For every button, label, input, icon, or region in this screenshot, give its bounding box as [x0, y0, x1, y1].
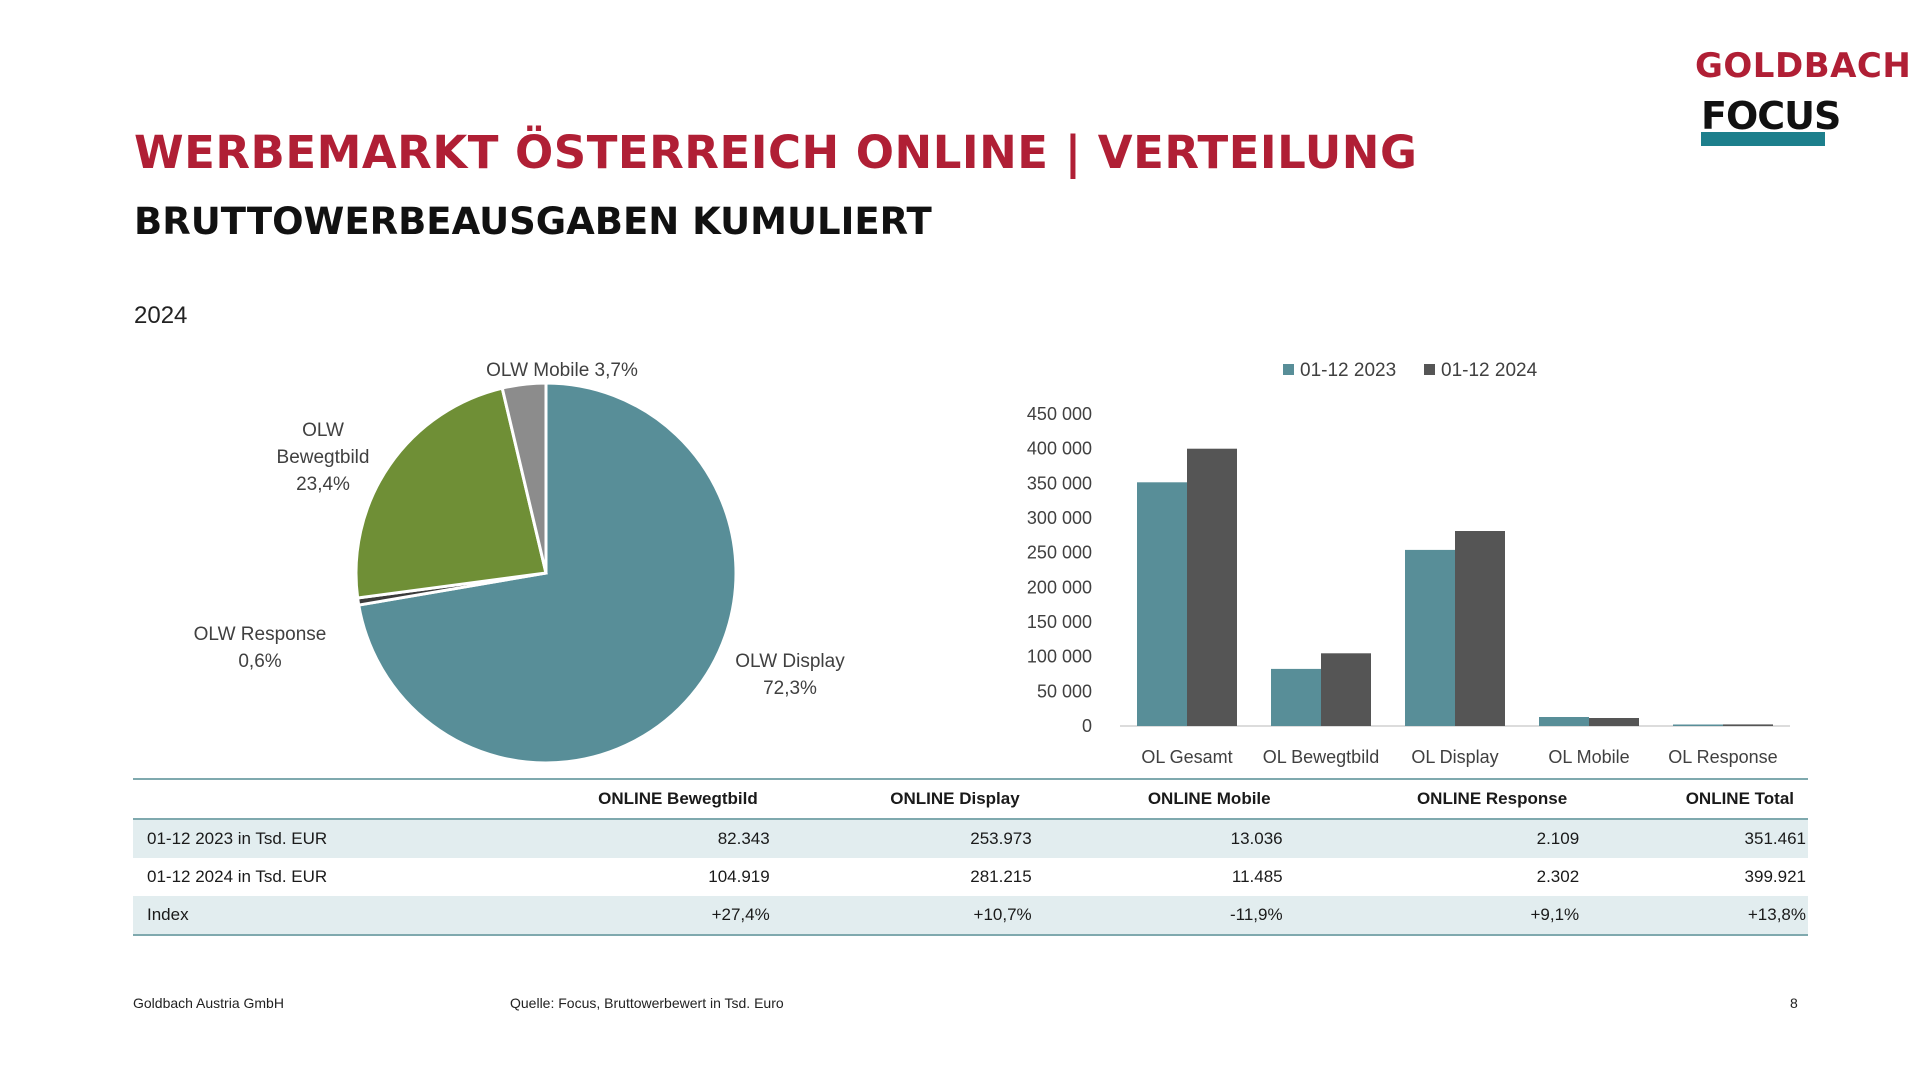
table-header-cell: ONLINE Bewegtbild — [459, 778, 772, 820]
table-cell: 01-12 2023 in Tsd. EUR — [133, 819, 460, 858]
pie-label: OLW Mobile 3,7% — [486, 360, 638, 381]
y-tick-label: 150 000 — [1027, 612, 1092, 632]
table-cell: Index — [133, 896, 460, 936]
y-tick-label: 50 000 — [1037, 681, 1092, 701]
footer-source: Quelle: Focus, Bruttowerbewert in Tsd. E… — [510, 995, 784, 1011]
goldbach-wordmark: GOLDBACH — [1695, 46, 1912, 86]
pie-label: OLW Bewegtbild 23,4% — [277, 420, 370, 495]
table-row: 01-12 2024 in Tsd. EUR 104.919 281.215 1… — [133, 858, 1808, 896]
bar — [1137, 482, 1187, 726]
x-tick-label: OL Mobile — [1548, 747, 1629, 767]
y-tick-label: 400 000 — [1027, 439, 1092, 459]
table-cell: 01-12 2024 in Tsd. EUR — [147, 867, 328, 886]
table-cell: 82.343 — [459, 819, 772, 858]
table-row: 01-12 2023 in Tsd. EUR 82.343 253.973 13… — [133, 819, 1808, 858]
table-cell: 2.302 — [1536, 867, 1580, 886]
table-cell: 11.485 — [1231, 867, 1283, 886]
x-tick-label: OL Display — [1411, 747, 1498, 767]
table-header-cell: ONLINE Response — [1284, 778, 1582, 820]
bar — [1187, 448, 1237, 726]
table-header-cell: ONLINE Total — [1581, 778, 1808, 820]
bar — [1589, 718, 1639, 726]
table-cell: +27,4% — [459, 896, 772, 936]
pie-chart: OLW Display 72,3% OLW Response 0,6% OLW Beweg… — [194, 360, 845, 765]
x-tick-label: OL Gesamt — [1141, 747, 1232, 767]
bar — [1321, 653, 1371, 726]
goldbach-focus-logo: GOLDBACH FOCUS — [1695, 46, 1912, 156]
bar — [1723, 724, 1773, 726]
table-row: Index +27,4% +10,7% -11,9% +9,1% +13,8% — [133, 896, 1808, 936]
legend-label: 01-12 2023 — [1300, 360, 1396, 381]
table-cell: 2.109 — [1284, 819, 1582, 858]
y-tick-label: 250 000 — [1027, 543, 1092, 563]
table-cell: 351.461 — [1581, 819, 1808, 858]
pie-slice-olw-mobile — [500, 381, 548, 574]
table-cell: +10,7% — [771, 896, 1034, 936]
bar-chart: 0 50 000 100 000 150 000 200 000 250 000 300 0… — [1027, 360, 1790, 767]
table-cell: 104.919 — [708, 867, 770, 886]
table-header-cell: ONLINE Mobile — [1033, 778, 1285, 820]
x-tick-label: OL Bewegtbild — [1263, 747, 1379, 767]
focus-logo-bar — [1701, 132, 1825, 146]
table-cell: 13.036 — [1033, 819, 1285, 858]
focus-logo-icon: FOCUS — [1701, 94, 1841, 150]
table-cell: +13,8% — [1581, 896, 1808, 936]
table-cell: -11,9% — [1033, 896, 1285, 936]
data-table: ONLINE Bewegtbild ONLINE Display ONLINE … — [133, 778, 1808, 936]
y-tick-label: 300 000 — [1027, 508, 1092, 528]
y-tick-label: 0 — [1082, 716, 1092, 736]
pie-label: OLW Display 72,3% — [735, 651, 845, 699]
table-cell: 399.921 — [1744, 867, 1806, 886]
bar — [1271, 668, 1321, 726]
table-cell: 281.215 — [970, 867, 1032, 886]
legend-label: 01-12 2024 — [1441, 360, 1538, 381]
bar — [1539, 717, 1589, 726]
bar — [1673, 724, 1723, 726]
y-tick-label: 350 000 — [1027, 473, 1092, 493]
legend-swatch — [1283, 364, 1294, 375]
year-label: 2024 — [134, 302, 188, 329]
page-title: WERBEMARKT ÖSTERREICH ONLINE | VERTEILUN… — [134, 126, 1418, 179]
page-subtitle: BRUTTOWERBEAUSGABEN KUMULIERT — [134, 200, 932, 243]
pie-label: OLW Response 0,6% — [194, 624, 327, 672]
legend-swatch — [1424, 364, 1435, 375]
x-tick-label: OL Response — [1668, 747, 1777, 767]
table-header-row: ONLINE Bewegtbild ONLINE Display ONLINE … — [133, 778, 1808, 820]
y-tick-label: 450 000 — [1027, 404, 1092, 424]
table-header-cell: ONLINE Display — [771, 778, 1034, 820]
table-header-cell — [133, 778, 460, 820]
focus-wordmark: FOCUS — [1701, 94, 1841, 138]
pie-slice-olw-bewegtbild — [354, 386, 548, 600]
y-tick-label: 100 000 — [1027, 647, 1092, 667]
footer-page-number: 8 — [1790, 995, 1798, 1011]
bar — [1455, 531, 1505, 726]
table-cell: 253.973 — [771, 819, 1034, 858]
y-tick-label: 200 000 — [1027, 577, 1092, 597]
bar — [1405, 549, 1455, 726]
table-cell: +9,1% — [1284, 896, 1582, 936]
footer-company: Goldbach Austria GmbH — [133, 995, 284, 1011]
